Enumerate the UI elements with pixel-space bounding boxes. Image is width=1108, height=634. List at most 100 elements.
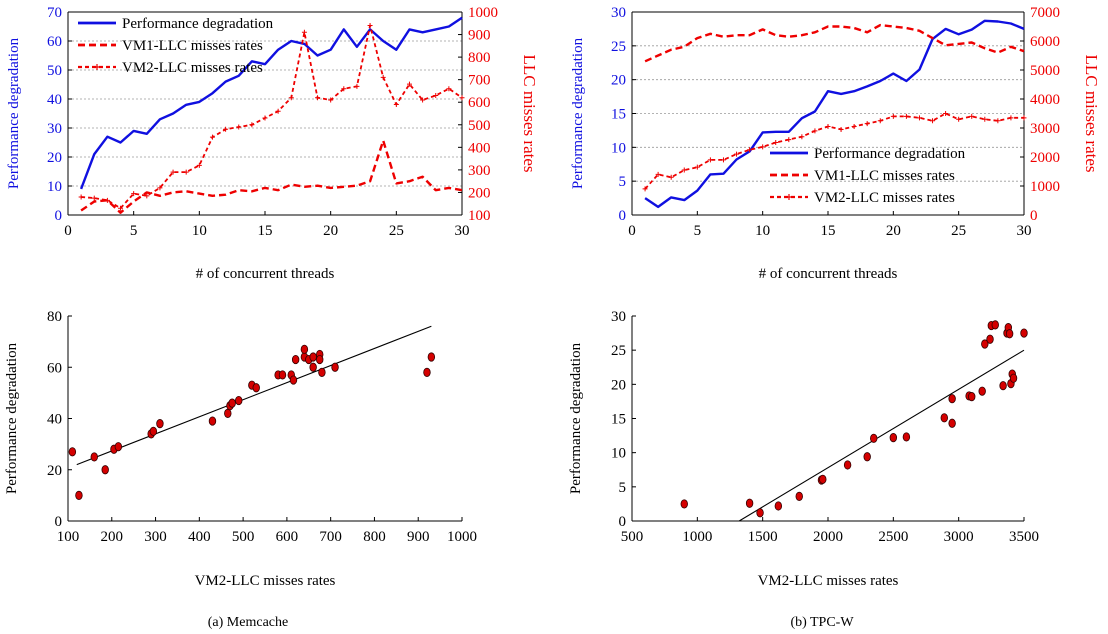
series-line-2	[644, 23, 1025, 63]
legend-label-2: VM1-LLC misses rates	[814, 168, 955, 184]
y2-tick-label: 400	[468, 140, 491, 156]
legend-label-3: VM2-LLC misses rates	[814, 190, 955, 206]
series-point-marker	[773, 140, 779, 145]
scatter-point	[208, 416, 217, 426]
series-point-marker	[890, 113, 896, 119]
scatter-point	[843, 460, 852, 470]
y2-tick-label: 500	[468, 118, 491, 134]
chart-memcache-scatter: 100 200 300 400 500 600 700 800 900 1000 0 20 40 60 80…	[4, 309, 477, 589]
x-tick-label: 20	[886, 223, 901, 239]
series-point-marker	[943, 111, 949, 116]
x-tick-label: 10	[192, 223, 207, 239]
series-point-marker	[681, 167, 687, 173]
fit-line	[738, 349, 1025, 522]
scatter-point	[423, 367, 431, 377]
scatter-point	[756, 508, 764, 518]
scatter-point	[981, 339, 989, 349]
series-point-marker	[288, 95, 294, 101]
x-tick-label: 500	[621, 529, 644, 545]
y2-tick-label: 300	[468, 163, 491, 179]
x-tick-label: 30	[1017, 223, 1032, 239]
series-point-marker	[694, 164, 700, 170]
y2-tick-label: 1000	[468, 5, 498, 21]
series-point-marker	[236, 124, 242, 130]
series-point-marker	[223, 126, 229, 132]
y2-axis-label: LLC misses rates	[1082, 54, 1101, 172]
series-point-marker	[459, 95, 465, 101]
series-point-marker	[864, 121, 870, 127]
scatter-point	[819, 474, 827, 484]
scatter-point	[114, 442, 123, 452]
scatter-point	[331, 362, 339, 372]
x-tick-label: 200	[101, 529, 124, 545]
y-axis-label: Performance degradation	[4, 342, 20, 494]
fit-line	[76, 325, 432, 466]
scatter-point	[291, 354, 300, 365]
y2-tick-label: 6000	[1030, 34, 1060, 50]
series-point-marker	[1008, 115, 1014, 121]
y2-tick-label: 2000	[1030, 150, 1060, 166]
series-point-marker	[982, 116, 988, 122]
scatter-point	[948, 394, 956, 404]
x-tick-label: 20	[323, 223, 338, 239]
series-point-marker	[642, 186, 648, 192]
series-point-marker	[877, 118, 883, 124]
y-tick-label: 25	[611, 39, 626, 55]
series-point-marker	[760, 144, 766, 150]
scatter-point	[156, 419, 164, 429]
x-tick-label: 15	[821, 223, 836, 239]
x-tick-label: 3000	[944, 529, 974, 545]
series-point-marker	[262, 115, 268, 121]
series-point-marker	[956, 116, 962, 122]
series-point-marker	[275, 108, 281, 114]
y2-tick-label: 3000	[1030, 121, 1060, 137]
y-tick-label: 20	[611, 73, 626, 89]
x-tick-label: 900	[407, 529, 430, 545]
x-tick-label: 2500	[878, 529, 908, 545]
x-axis-label: VM2-LLC misses rates	[195, 573, 336, 589]
y2-tick-label: 7000	[1030, 5, 1060, 21]
scatter-point	[289, 375, 298, 385]
y-axis-label: Performance degradation	[6, 37, 22, 189]
series-point-marker	[916, 115, 922, 121]
x-tick-label: 10	[755, 223, 770, 239]
chart-tpcw-timeseries: 0 5 10 15 20 25 300510152025300100020003000400…	[570, 5, 1101, 282]
x-tick-label: 0	[628, 223, 636, 239]
y-tick-label: 30	[611, 309, 626, 325]
series-line-1	[644, 19, 1025, 209]
series-point-marker	[1021, 115, 1027, 121]
chart-memcache-timeseries: 0 5 10 15 20 25 300102030405060701002003004005…	[6, 5, 539, 282]
series-point-marker	[131, 191, 137, 197]
x-tick-label: 25	[389, 223, 404, 239]
series-point-marker	[196, 162, 202, 168]
y-tick-label: 80	[47, 309, 62, 325]
series-point-marker	[812, 128, 818, 134]
scatter-point	[863, 452, 871, 462]
y-tick-label: 40	[47, 412, 62, 428]
scatter-point	[774, 501, 783, 511]
x-tick-label: 1500	[748, 529, 778, 545]
series-point-marker	[707, 157, 713, 163]
y-tick-label: 60	[47, 360, 62, 376]
series-point-marker	[838, 126, 844, 132]
series-point-marker	[104, 197, 110, 203]
y-tick-label: 15	[611, 107, 626, 123]
x-tick-label: 1000	[447, 529, 477, 545]
scatter-point	[978, 386, 986, 396]
caption-tpcw: (b) TPC-W	[790, 615, 854, 630]
y-tick-label: 30	[47, 121, 62, 137]
series-point-marker	[78, 194, 84, 200]
series-point-marker	[825, 124, 831, 130]
series-point-marker	[406, 81, 412, 87]
scatter-point	[1005, 329, 1014, 339]
x-tick-label: 400	[188, 529, 211, 545]
series-point-marker	[420, 97, 426, 103]
y2-tick-label: 200	[468, 185, 491, 201]
series-point-marker	[315, 95, 321, 101]
series-point-marker	[91, 195, 97, 201]
x-tick-label: 5	[694, 223, 702, 239]
scatter-point	[149, 426, 158, 436]
scatter-point	[745, 498, 754, 508]
x-tick-label: 500	[232, 529, 255, 545]
y-tick-label: 25	[611, 343, 626, 359]
